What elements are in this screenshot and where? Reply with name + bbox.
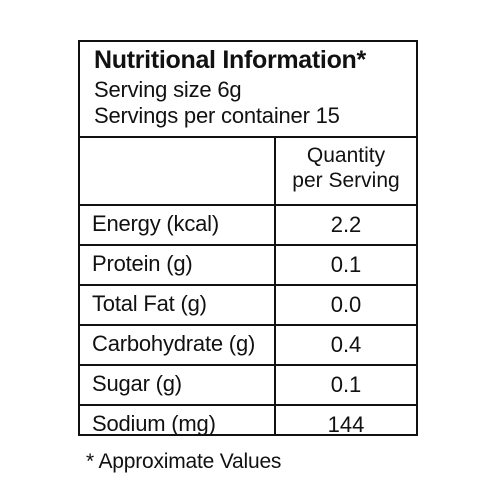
nutrient-value: 0.1 <box>274 366 416 404</box>
nutrient-name: Carbohydrate (g) <box>92 331 256 356</box>
footnote: * Approximate Values <box>86 450 282 473</box>
nutrition-label: Nutritional Information* Serving size 6g… <box>78 40 418 437</box>
table-row: Protein (g) 0.1 <box>80 246 416 286</box>
table-row: Carbohydrate (g) 0.4 <box>80 326 416 366</box>
nutrient-value: 0.1 <box>274 246 416 284</box>
column-header-line1: Quantity <box>306 144 386 167</box>
nutrient-name: Protein (g) <box>92 251 193 276</box>
nutrient-value: 144 <box>274 406 416 437</box>
table-row: Sugar (g) 0.1 <box>80 366 416 406</box>
table-row: Energy (kcal) 2.2 <box>80 206 416 246</box>
label-title: Nutritional Information* <box>94 46 366 74</box>
nutrient-name: Sodium (mg) <box>92 411 216 436</box>
column-header-line2: per Serving <box>292 169 400 192</box>
quantity-column-header: Quantity per Serving <box>274 138 416 204</box>
column-header-row: Quantity per Serving <box>80 138 416 206</box>
nutrient-value: 0.0 <box>274 286 416 324</box>
nutrient-value: 2.2 <box>274 206 416 244</box>
nutrient-name: Energy (kcal) <box>92 211 219 236</box>
label-header: Nutritional Information* Serving size 6g… <box>80 42 416 138</box>
nutrient-value: 0.4 <box>274 326 416 364</box>
servings-per-container: Servings per container 15 <box>94 103 340 128</box>
nutrient-name: Sugar (g) <box>92 371 182 396</box>
table-row: Total Fat (g) 0.0 <box>80 286 416 326</box>
nutrient-name: Total Fat (g) <box>92 291 207 316</box>
serving-size: Serving size 6g <box>94 77 242 102</box>
table-row: Sodium (mg) 144 <box>80 406 416 437</box>
